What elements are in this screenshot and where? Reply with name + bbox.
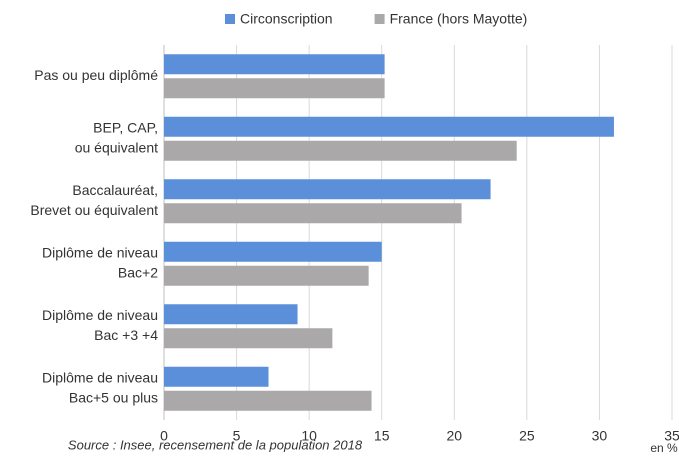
bar: [164, 78, 385, 99]
legend-swatch: [374, 14, 385, 24]
x-unit: en %: [650, 441, 678, 455]
legend-label: France (hors Mayotte): [390, 11, 528, 27]
bar: [164, 241, 382, 262]
bar: [164, 179, 491, 200]
legend-label: Circonscription: [240, 11, 333, 27]
x-tick-label: 30: [592, 428, 608, 444]
x-tick-label: 10: [301, 428, 317, 444]
y-tick-label: Bac+5 ou plus: [69, 389, 158, 405]
y-tick-label: Diplôme de niveau: [42, 307, 158, 323]
y-tick-label: Bac +3 +4: [94, 327, 158, 343]
x-tick-label: 0: [160, 428, 168, 444]
x-tick-label: 5: [233, 428, 241, 444]
bar: [164, 328, 333, 349]
source-note: Source : Insee, recensement de la popula…: [68, 437, 363, 452]
y-tick-label: Brevet ou équivalent: [30, 202, 158, 218]
bar: [164, 140, 517, 161]
bar: [164, 366, 269, 387]
bar: [164, 390, 372, 411]
x-tick-label: 15: [374, 428, 390, 444]
legend-swatch: [225, 14, 235, 24]
y-tick-label: Bac+2: [118, 264, 158, 280]
y-tick-label: Diplôme de niveau: [42, 369, 158, 385]
x-tick-label: 20: [446, 428, 462, 444]
y-tick-label: BEP, CAP,: [93, 119, 158, 135]
bar: [164, 54, 385, 75]
bar: [164, 116, 614, 137]
bar: [164, 265, 369, 286]
x-tick-label: 35: [664, 428, 679, 444]
y-tick-label: Diplôme de niveau: [42, 244, 158, 260]
y-tick-label: Baccalauréat,: [72, 182, 158, 198]
bar: [164, 203, 462, 224]
y-tick-label: Pas ou peu diplômé: [34, 67, 158, 83]
x-tick-label: 25: [519, 428, 535, 444]
y-tick-label: ou équivalent: [75, 139, 158, 155]
bar: [164, 304, 298, 325]
